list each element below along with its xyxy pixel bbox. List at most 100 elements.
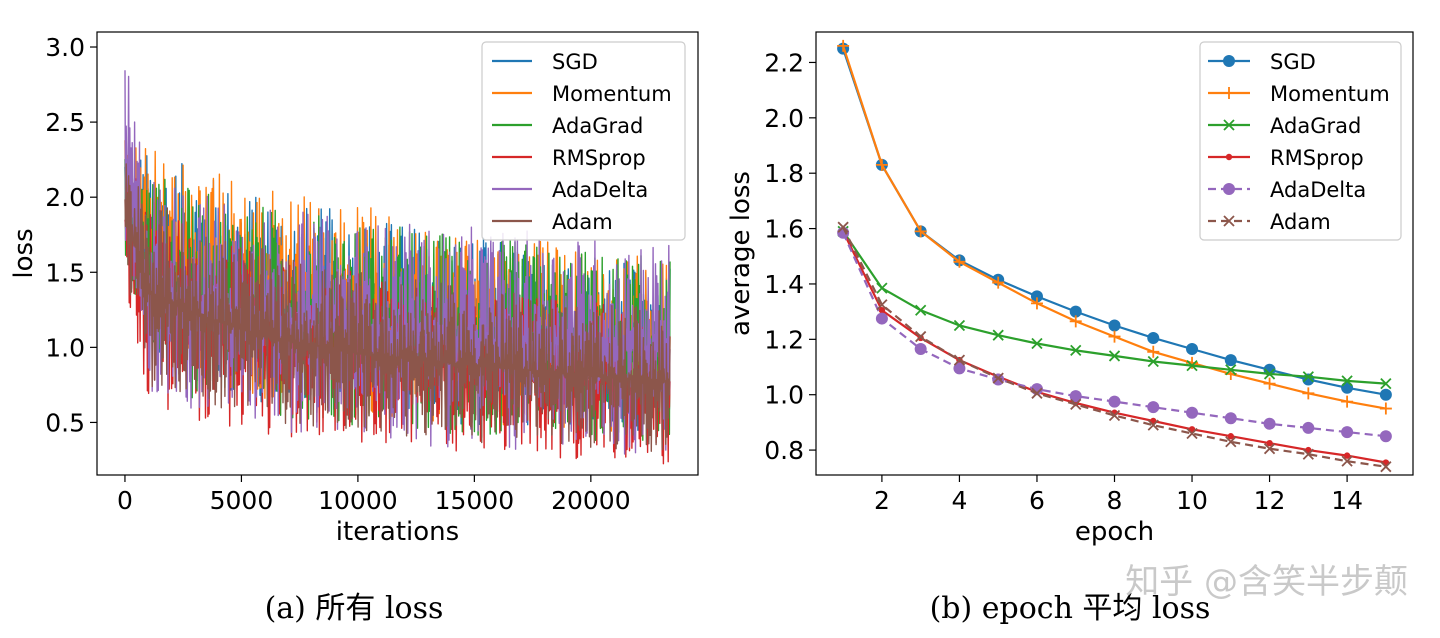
- data-point-rmsprop: [1343, 452, 1351, 459]
- chart-a-y-axis-label: loss: [9, 228, 39, 278]
- data-point-sgd: [1302, 373, 1315, 386]
- data-point-momentum: [1147, 345, 1160, 358]
- data-point-sgd: [1147, 331, 1160, 344]
- data-point-adagrad: [1147, 355, 1159, 368]
- data-point-adadelta: [1069, 390, 1082, 403]
- data-point-rmsprop: [878, 307, 886, 314]
- y-tick-label: 1.4: [764, 270, 804, 299]
- data-point-sgd: [1030, 290, 1043, 303]
- data-point-adagrad: [1186, 359, 1198, 372]
- data-point-adam: [1031, 387, 1043, 399]
- legend-label-sgd: SGD: [1270, 50, 1316, 74]
- legend-label-adagrad: AdaGrad: [552, 114, 643, 138]
- chart-b-x-ticks: 2 4 6 8 10 12 14: [874, 475, 1363, 515]
- data-point-momentum: [875, 158, 888, 171]
- y-tick-label: 2.0: [45, 183, 85, 212]
- legend-label-rmsprop: RMSprop: [552, 146, 646, 170]
- y-tick-label: 1.8: [764, 159, 804, 188]
- data-point-adagrad: [1070, 344, 1082, 357]
- x-tick-label: 15000: [435, 486, 515, 515]
- x-tick-label: 2: [874, 486, 890, 515]
- chart-b-epoch-average-loss: 2 4 6 8 10 12 14 0.8 1.0 1.2 1.4 1.6 1.8 2.0 2.2 epoc…: [726, 31, 1414, 626]
- data-point-adagrad: [992, 329, 1004, 341]
- data-point-sgd: [1069, 305, 1082, 318]
- data-point-momentum: [1263, 377, 1276, 390]
- data-point-momentum: [1379, 402, 1392, 415]
- data-point-adadelta: [1302, 421, 1315, 434]
- data-point-adadelta: [914, 343, 927, 356]
- data-point-momentum: [914, 225, 927, 238]
- chart-b-legend: SGD Momentum AdaGrad RMSprop AdaDelta Adam: [1199, 41, 1402, 241]
- chart-b-y-axis-label: average loss: [726, 171, 756, 336]
- legend-label-sgd: SGD: [552, 50, 598, 74]
- x-tick-label: 10000: [318, 486, 398, 515]
- chart-a-plot-area: [124, 70, 671, 465]
- data-point-adam: [915, 330, 927, 343]
- data-point-adagrad: [953, 319, 966, 332]
- data-point-momentum: [992, 276, 1005, 289]
- data-point-rmsprop: [1266, 439, 1273, 447]
- x-tick-label: 0: [117, 486, 133, 515]
- data-point-momentum: [837, 39, 850, 52]
- x-tick-label: 8: [1107, 486, 1123, 515]
- data-point-momentum: [1030, 297, 1043, 310]
- x-tick-label: 12: [1254, 486, 1286, 515]
- series-adagrad: [837, 225, 1392, 390]
- x-tick-label: 10: [1176, 486, 1208, 515]
- chart-b-x-axis-label: epoch: [1075, 517, 1154, 547]
- data-point-adam: [992, 372, 1004, 384]
- legend-marker-adam: [1223, 215, 1235, 227]
- legend-box: [481, 41, 686, 241]
- legend-label-momentum: Momentum: [552, 82, 672, 106]
- y-tick-label: 2.5: [45, 108, 85, 137]
- data-point-adam: [876, 299, 888, 311]
- y-tick-label: 2.2: [764, 48, 804, 77]
- data-point-adadelta: [953, 362, 966, 375]
- data-point-momentum: [1108, 330, 1121, 343]
- data-point-adam: [953, 354, 966, 366]
- x-tick-label: 20000: [551, 486, 631, 515]
- data-point-adagrad: [915, 304, 927, 316]
- legend-marker-rmsprop: [1225, 153, 1233, 161]
- x-tick-label: 14: [1331, 486, 1363, 515]
- legend-label-adam: Adam: [552, 210, 613, 234]
- data-point-adam: [1341, 455, 1353, 467]
- chart-b-caption: (b) epoch 平均 loss: [930, 591, 1211, 626]
- y-tick-label: 2.0: [764, 104, 804, 133]
- y-tick-label: 1.5: [45, 258, 85, 287]
- data-point-adagrad: [1108, 350, 1121, 362]
- data-point-adam: [1070, 398, 1082, 411]
- data-point-adagrad: [1341, 375, 1353, 387]
- y-tick-label: 3.0: [45, 33, 85, 62]
- legend-label-momentum: Momentum: [1270, 82, 1390, 106]
- data-point-adam: [1147, 419, 1159, 431]
- data-point-adadelta: [1379, 430, 1392, 443]
- data-point-momentum: [1341, 395, 1354, 408]
- chart-a-x-ticks: 0 5000 10000 15000 20000: [117, 475, 631, 515]
- data-point-adadelta: [992, 373, 1005, 386]
- legend-label-adadelta: AdaDelta: [1270, 178, 1366, 202]
- data-point-adam: [1302, 448, 1314, 460]
- watermark: 知乎 @含笑半步颠: [1125, 562, 1408, 602]
- x-tick-label: 6: [1029, 486, 1045, 515]
- data-point-adagrad: [1263, 368, 1276, 380]
- data-point-momentum: [953, 255, 966, 268]
- data-point-adagrad: [1302, 371, 1314, 383]
- chart-b-plot-area: [837, 39, 1392, 473]
- data-point-adam: [1263, 443, 1276, 455]
- data-point-sgd: [1379, 388, 1392, 401]
- legend-marker-sgd: [1223, 55, 1235, 67]
- data-point-adagrad: [1031, 337, 1043, 350]
- data-point-adam: [1225, 436, 1237, 448]
- data-point-sgd: [1224, 354, 1237, 367]
- data-point-momentum: [1302, 387, 1315, 400]
- chart-a-iterations-loss: 0 5000 10000 15000 20000 0.51.01.52.02.53.0 …: [9, 31, 699, 626]
- data-point-adadelta: [1108, 395, 1121, 408]
- chart-a-axes-frame: [96, 31, 699, 476]
- y-tick-label: 0.8: [764, 436, 804, 465]
- data-point-adagrad: [1380, 377, 1392, 390]
- legend-box: [1199, 41, 1402, 241]
- chart-a-legend: SGD Momentum AdaGrad RMSprop AdaDelta Adam: [481, 41, 686, 241]
- data-point-momentum: [1069, 315, 1082, 328]
